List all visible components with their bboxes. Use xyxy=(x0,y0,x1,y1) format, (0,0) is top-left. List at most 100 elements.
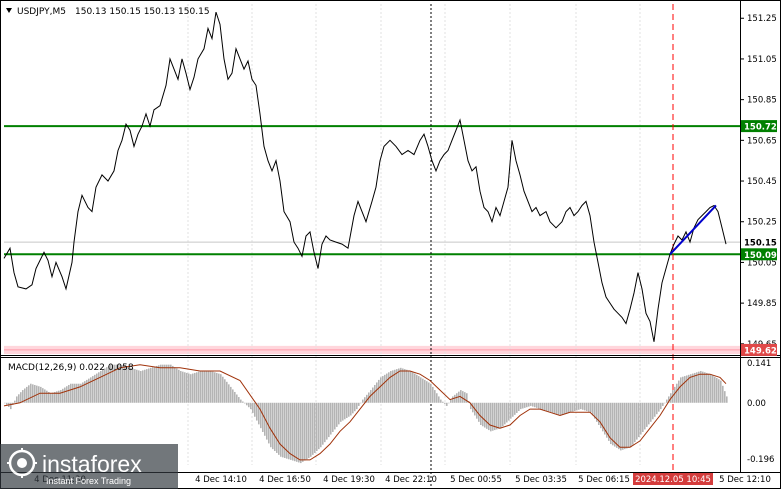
macd-bar xyxy=(478,402,480,422)
macd-bar xyxy=(94,374,96,403)
macd-bar xyxy=(532,402,534,407)
macd-bar xyxy=(590,402,592,413)
level-lines-layer xyxy=(4,125,740,351)
macd-bar xyxy=(212,371,214,403)
macd-bar xyxy=(542,402,544,410)
macd-bar xyxy=(548,402,550,412)
macd-bar xyxy=(308,402,310,459)
trend-line-layer[interactable] xyxy=(669,204,717,255)
macd-bar xyxy=(28,385,30,403)
macd-bar xyxy=(132,368,134,403)
macd-bar xyxy=(194,372,196,403)
macd-bar xyxy=(352,402,354,414)
macd-bar xyxy=(296,402,298,462)
macd-bar xyxy=(248,402,250,408)
macd-bar xyxy=(710,374,712,403)
macd-bar xyxy=(686,375,688,403)
macd-bar xyxy=(406,369,408,403)
macd-bar xyxy=(680,377,682,403)
macd-bar xyxy=(454,394,456,403)
macd-bar xyxy=(168,364,170,403)
macd-bar xyxy=(550,402,552,413)
triangle-down-icon[interactable] xyxy=(6,8,12,13)
resistance-tag: 150.72 xyxy=(744,123,777,133)
macd-bar xyxy=(692,373,694,403)
macd-bar xyxy=(302,402,304,462)
macd-bar xyxy=(180,371,182,403)
macd-bar xyxy=(218,373,220,403)
macd-bar xyxy=(546,402,548,412)
macd-bar xyxy=(102,369,104,403)
macd-bar xyxy=(226,381,228,403)
macd-bar xyxy=(452,396,454,403)
trend-line[interactable] xyxy=(669,204,717,255)
macd-bar xyxy=(524,402,526,408)
macd-bar xyxy=(292,402,294,461)
macd-bar xyxy=(408,370,410,403)
macd-bar xyxy=(696,372,698,403)
macd-bar xyxy=(84,381,86,403)
macd-bar xyxy=(580,402,582,410)
macd-bar xyxy=(316,402,318,452)
macd-bar xyxy=(14,400,16,403)
macd-bar xyxy=(622,402,624,450)
macd-bar xyxy=(372,387,374,403)
macd-bar xyxy=(394,369,396,403)
macd-bar xyxy=(358,402,360,406)
macd-bar xyxy=(198,371,200,403)
low-tag: 149.62 xyxy=(744,346,777,356)
macd-bar xyxy=(632,402,634,445)
macd-bar xyxy=(126,366,128,403)
macd-bar xyxy=(222,376,224,403)
macd-bar xyxy=(554,402,556,414)
macd-bar xyxy=(230,386,232,403)
macd-label: MACD(12,26,9) 0.022 0.058 xyxy=(8,363,134,373)
macd-bar xyxy=(160,364,162,403)
macd-bar xyxy=(528,402,530,407)
macd-bar xyxy=(658,402,660,412)
macd-bar xyxy=(420,377,422,403)
macd-bar xyxy=(560,402,562,416)
macd-bar xyxy=(588,402,590,412)
macd-bar xyxy=(190,374,192,403)
macd-bar xyxy=(38,386,40,403)
macd-bar xyxy=(206,371,208,403)
resistance-tag-bg xyxy=(741,120,777,133)
macd-bar xyxy=(644,402,646,430)
macd-bar xyxy=(40,386,42,403)
macd-bar xyxy=(426,381,428,403)
macd-bar xyxy=(682,376,684,403)
macd-bar xyxy=(290,402,292,460)
macd-bar xyxy=(440,399,442,403)
macd-bar xyxy=(134,369,136,403)
macd-bar xyxy=(270,402,272,448)
macd-tick-label: 0.141 xyxy=(747,359,771,369)
macd-bar xyxy=(202,371,204,403)
macd-bar xyxy=(246,402,248,406)
macd-bar xyxy=(388,372,390,403)
macd-bar xyxy=(618,402,620,450)
macd-bar xyxy=(310,402,312,457)
macd-bar xyxy=(412,372,414,403)
macd-bar xyxy=(424,379,426,403)
macd-bar xyxy=(140,371,142,403)
macd-bar xyxy=(496,402,498,430)
macd-bar xyxy=(512,402,514,417)
macd-bar xyxy=(716,378,718,403)
macd-bar xyxy=(186,372,188,403)
macd-bar xyxy=(272,402,274,450)
macd-bar xyxy=(416,374,418,403)
macd-bar xyxy=(238,397,240,403)
macd-bar xyxy=(526,402,528,408)
price-series-layer[interactable] xyxy=(3,11,727,342)
macd-bar xyxy=(578,402,580,410)
price-line[interactable] xyxy=(3,11,727,342)
macd-bar xyxy=(396,369,398,403)
macd-bar xyxy=(72,383,74,403)
macd-layer xyxy=(3,364,728,464)
macd-bar xyxy=(178,369,180,403)
macd-bar xyxy=(90,377,92,403)
macd-bar xyxy=(410,371,412,403)
macd-bar xyxy=(434,390,436,403)
